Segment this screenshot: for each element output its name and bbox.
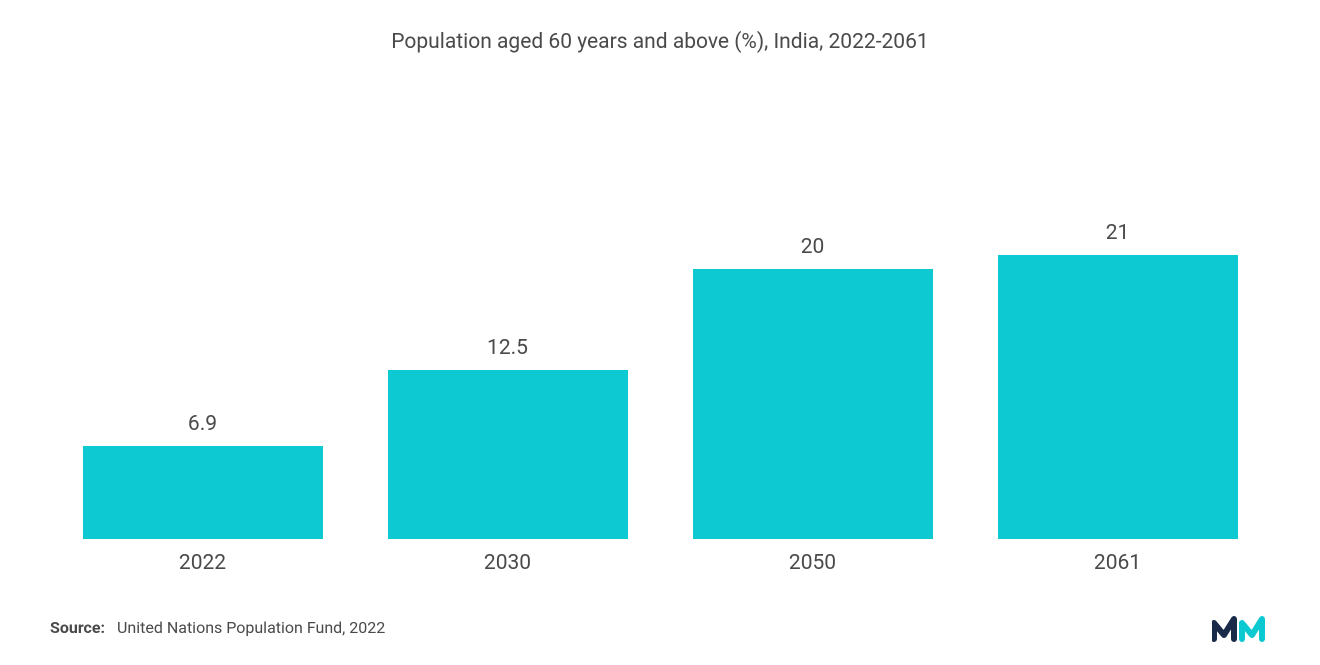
bar-rect <box>83 446 323 539</box>
source-label: Source: <box>50 618 105 637</box>
source-attribution: Source: United Nations Population Fund, … <box>50 618 385 637</box>
chart-title: Population aged 60 years and above (%), … <box>50 30 1270 54</box>
bar-rect <box>693 269 933 539</box>
bar-rect <box>998 255 1238 539</box>
bar-group-2022: 6.9 <box>50 94 355 539</box>
bar-rect <box>388 370 628 539</box>
x-label: 2050 <box>660 551 965 575</box>
bar-value: 21 <box>1106 221 1130 245</box>
plot-area: 6.9 12.5 20 21 <box>50 94 1270 539</box>
bars-row: 6.9 12.5 20 21 <box>50 94 1270 539</box>
mordor-intelligence-logo-icon <box>1212 611 1272 643</box>
bar-value: 20 <box>801 235 825 259</box>
source-text: United Nations Population Fund, 2022 <box>117 618 385 637</box>
bar-group-2061: 21 <box>965 94 1270 539</box>
x-label: 2061 <box>965 551 1270 575</box>
bar-value: 6.9 <box>188 412 217 436</box>
chart-container: Population aged 60 years and above (%), … <box>0 0 1320 665</box>
x-axis-labels: 2022 2030 2050 2061 <box>50 551 1270 575</box>
bar-value: 12.5 <box>487 336 528 360</box>
x-label: 2022 <box>50 551 355 575</box>
bar-group-2030: 12.5 <box>355 94 660 539</box>
x-label: 2030 <box>355 551 660 575</box>
bar-group-2050: 20 <box>660 94 965 539</box>
